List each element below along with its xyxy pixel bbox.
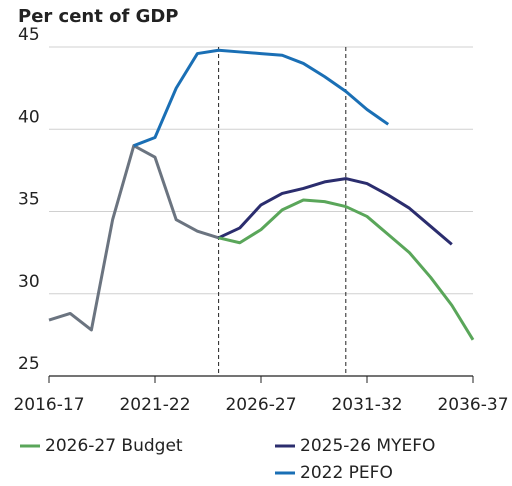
legend-label: 2026-27 Budget <box>45 436 183 456</box>
legend-label: 2022 PEFO <box>300 463 393 483</box>
y-tick-label: 40 <box>18 107 40 127</box>
legend-label: 2025-26 MYEFO <box>300 436 435 456</box>
y-tick-label: 25 <box>18 354 40 374</box>
x-tick-label: 2031-32 <box>331 395 402 415</box>
y-tick-label: 30 <box>18 272 40 292</box>
y-tick-label: 45 <box>18 25 40 45</box>
series-line <box>48 144 220 332</box>
chart-title: Per cent of GDP <box>18 6 178 27</box>
x-tick-label: 2021-22 <box>119 395 190 415</box>
series-line <box>218 198 475 341</box>
x-tick-label: 2016-17 <box>13 395 84 415</box>
y-tick-label: 35 <box>18 190 40 210</box>
series-line <box>217 177 453 246</box>
x-tick-label: 2036-37 <box>437 395 508 415</box>
x-tick-label: 2026-27 <box>225 395 296 415</box>
series-line <box>133 48 390 148</box>
